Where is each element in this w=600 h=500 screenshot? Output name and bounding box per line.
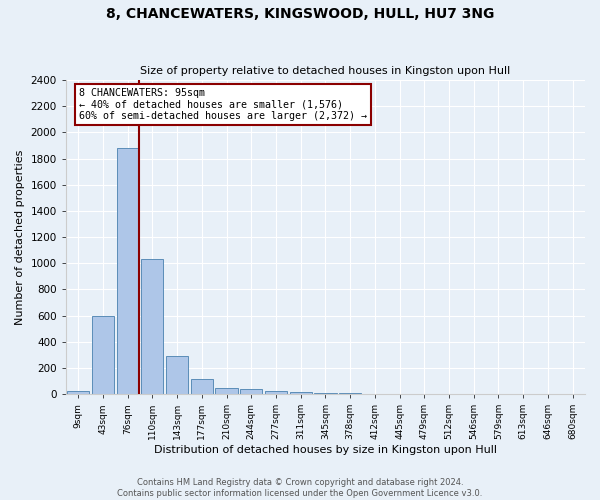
Bar bbox=[240, 390, 262, 394]
Bar bbox=[67, 392, 89, 394]
Bar bbox=[265, 392, 287, 394]
Text: Contains HM Land Registry data © Crown copyright and database right 2024.
Contai: Contains HM Land Registry data © Crown c… bbox=[118, 478, 482, 498]
Text: 8, CHANCEWATERS, KINGSWOOD, HULL, HU7 3NG: 8, CHANCEWATERS, KINGSWOOD, HULL, HU7 3N… bbox=[106, 8, 494, 22]
Bar bbox=[215, 388, 238, 394]
Bar bbox=[92, 316, 114, 394]
X-axis label: Distribution of detached houses by size in Kingston upon Hull: Distribution of detached houses by size … bbox=[154, 445, 497, 455]
Text: 8 CHANCEWATERS: 95sqm
← 40% of detached houses are smaller (1,576)
60% of semi-d: 8 CHANCEWATERS: 95sqm ← 40% of detached … bbox=[79, 88, 367, 121]
Bar bbox=[290, 392, 312, 394]
Bar bbox=[339, 392, 361, 394]
Bar bbox=[141, 260, 163, 394]
Y-axis label: Number of detached properties: Number of detached properties bbox=[15, 150, 25, 324]
Title: Size of property relative to detached houses in Kingston upon Hull: Size of property relative to detached ho… bbox=[140, 66, 511, 76]
Bar bbox=[166, 356, 188, 394]
Bar bbox=[314, 392, 337, 394]
Bar bbox=[191, 379, 213, 394]
Bar bbox=[116, 148, 139, 394]
